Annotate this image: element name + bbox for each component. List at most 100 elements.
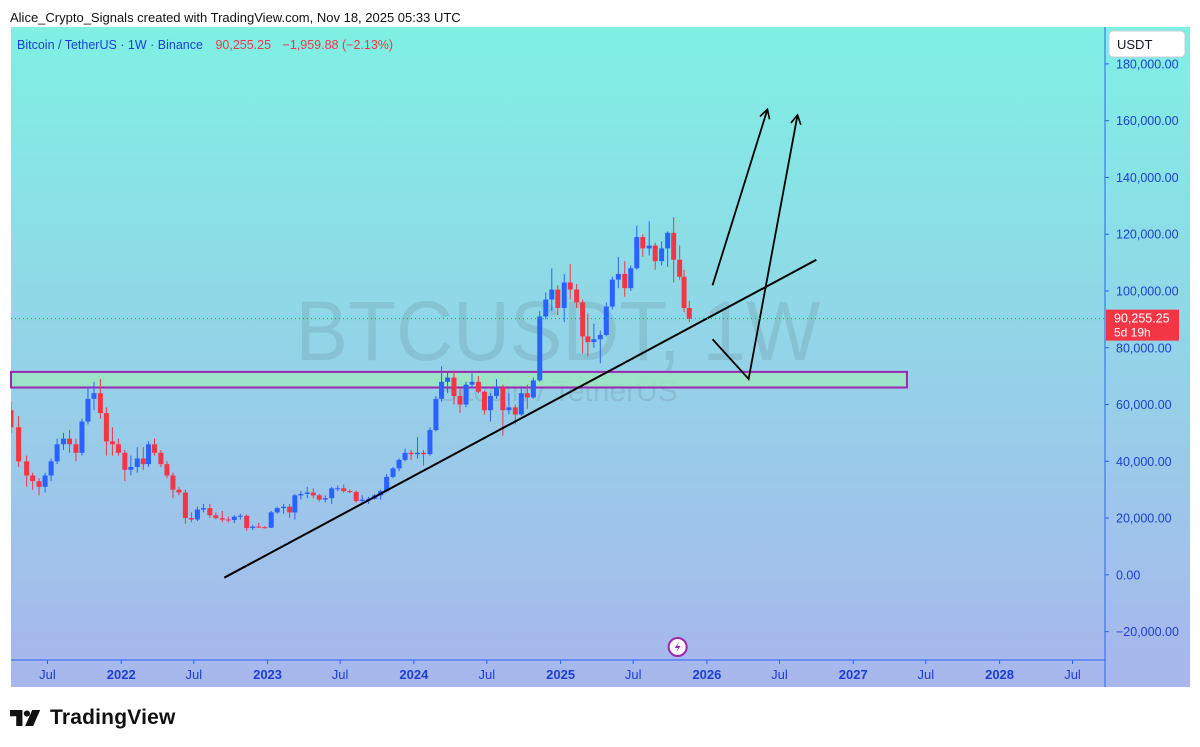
candle-body (597, 334, 603, 340)
legend-price: 90,255.25 (215, 38, 271, 52)
candle-body (567, 282, 573, 290)
candle-body (609, 279, 615, 307)
candle-body (152, 444, 158, 453)
candle-body (85, 398, 91, 422)
candle-body (681, 276, 687, 309)
candle-body (36, 481, 42, 487)
candle-body (537, 316, 543, 381)
candle-body (341, 488, 347, 492)
candle-body (427, 430, 433, 455)
price-tick-label: 40,000.00 (1116, 455, 1172, 469)
last-price-label: 90,255.25 (1114, 312, 1170, 326)
candle-body (580, 302, 586, 337)
time-axis: Jul 2022 Jul 2023 Jul 2024 Jul 2025 Jul 2026 Jul 20… (39, 660, 1081, 682)
candle-body (24, 461, 30, 476)
candle-body (182, 492, 188, 519)
candle-body (140, 458, 146, 465)
candle-body (665, 232, 671, 249)
candle-body (91, 393, 97, 399)
time-tick-year: 2022 (107, 667, 136, 682)
candle-body (390, 468, 396, 477)
time-tick-month: Jul (625, 667, 642, 682)
legend[interactable]: Bitcoin / TetherUS · 1W · Binance 90,255… (17, 38, 393, 52)
candle-body (16, 427, 22, 462)
drawings (11, 107, 1105, 579)
candle-body (512, 407, 518, 415)
price-tick-label: 180,000.00 (1116, 57, 1179, 71)
candle-body (274, 508, 280, 513)
candle-body (292, 495, 298, 513)
candle-body (574, 289, 580, 303)
candle-body (287, 506, 293, 513)
candle-body (506, 407, 512, 411)
candle-body (128, 466, 134, 470)
candle-body (475, 381, 481, 392)
candles (11, 217, 692, 531)
legend-symbol: Bitcoin / TetherUS · 1W · Binance (17, 38, 203, 52)
candle-body (414, 452, 420, 455)
currency-button-box[interactable] (1108, 30, 1186, 58)
candle-body (408, 452, 414, 455)
candle-body (677, 259, 683, 277)
time-tick-year: 2024 (399, 667, 429, 682)
candle-body (231, 516, 237, 521)
candle-body (164, 464, 170, 476)
candle-body (30, 475, 36, 482)
candle-body (158, 452, 164, 465)
candle-body (67, 438, 73, 445)
candle-body (237, 515, 243, 517)
candle-body (451, 377, 457, 397)
projection-arrow (711, 113, 802, 381)
currency-label: USDT (1117, 37, 1152, 52)
time-tick-year: 2025 (546, 667, 575, 682)
candle-body (640, 237, 646, 249)
last-price-countdown: 5d 19h (1114, 326, 1151, 340)
candle-body (549, 289, 555, 300)
candle-body (146, 444, 152, 465)
candle-body (225, 519, 231, 521)
candle-body (686, 308, 692, 319)
candle-body (493, 387, 499, 397)
candle-body (256, 526, 262, 528)
candle-body (115, 444, 121, 453)
time-tick-month: Jul (185, 667, 202, 682)
candle-body (421, 452, 427, 455)
candle-body (615, 273, 621, 280)
candle-body (298, 493, 304, 496)
event-marker[interactable] (667, 637, 688, 657)
price-axis-panel[interactable] (1105, 27, 1190, 687)
candle-body (73, 444, 79, 453)
candle-body (561, 282, 567, 309)
candle-body (439, 381, 445, 399)
tradingview-logo-icon (10, 710, 41, 726)
candle-body (97, 393, 103, 414)
candle-body (213, 515, 219, 519)
candle-body (457, 396, 463, 405)
candle-body (433, 398, 439, 431)
candle-body (322, 498, 328, 500)
support-trendline (223, 258, 817, 579)
last-price-badge (1106, 309, 1179, 341)
price-axis: 180,000.00 160,000.00 140,000.00 120,000.00… (1105, 57, 1179, 639)
candle-body (122, 452, 128, 470)
currency-button[interactable]: USDT (1108, 30, 1186, 58)
candle-body (347, 491, 353, 493)
candle-body (316, 495, 322, 500)
candle-body (262, 527, 268, 529)
candle-body (200, 508, 206, 510)
candle-body (628, 268, 634, 289)
candle-body (524, 393, 530, 398)
price-tick-label: 160,000.00 (1116, 114, 1179, 128)
candle-body (585, 336, 591, 343)
candle-body (671, 232, 677, 260)
time-tick-month: Jul (771, 667, 788, 682)
candle-body (555, 289, 561, 309)
candle-body (659, 248, 665, 262)
candle-body (79, 421, 85, 453)
candle-body (353, 491, 359, 502)
candle-body (335, 488, 341, 490)
price-tick-label: 20,000.00 (1116, 512, 1172, 526)
chart-caption: Alice_Crypto_Signals created with Tradin… (10, 10, 461, 25)
tradingview-logo[interactable]: TradingView (10, 704, 176, 732)
